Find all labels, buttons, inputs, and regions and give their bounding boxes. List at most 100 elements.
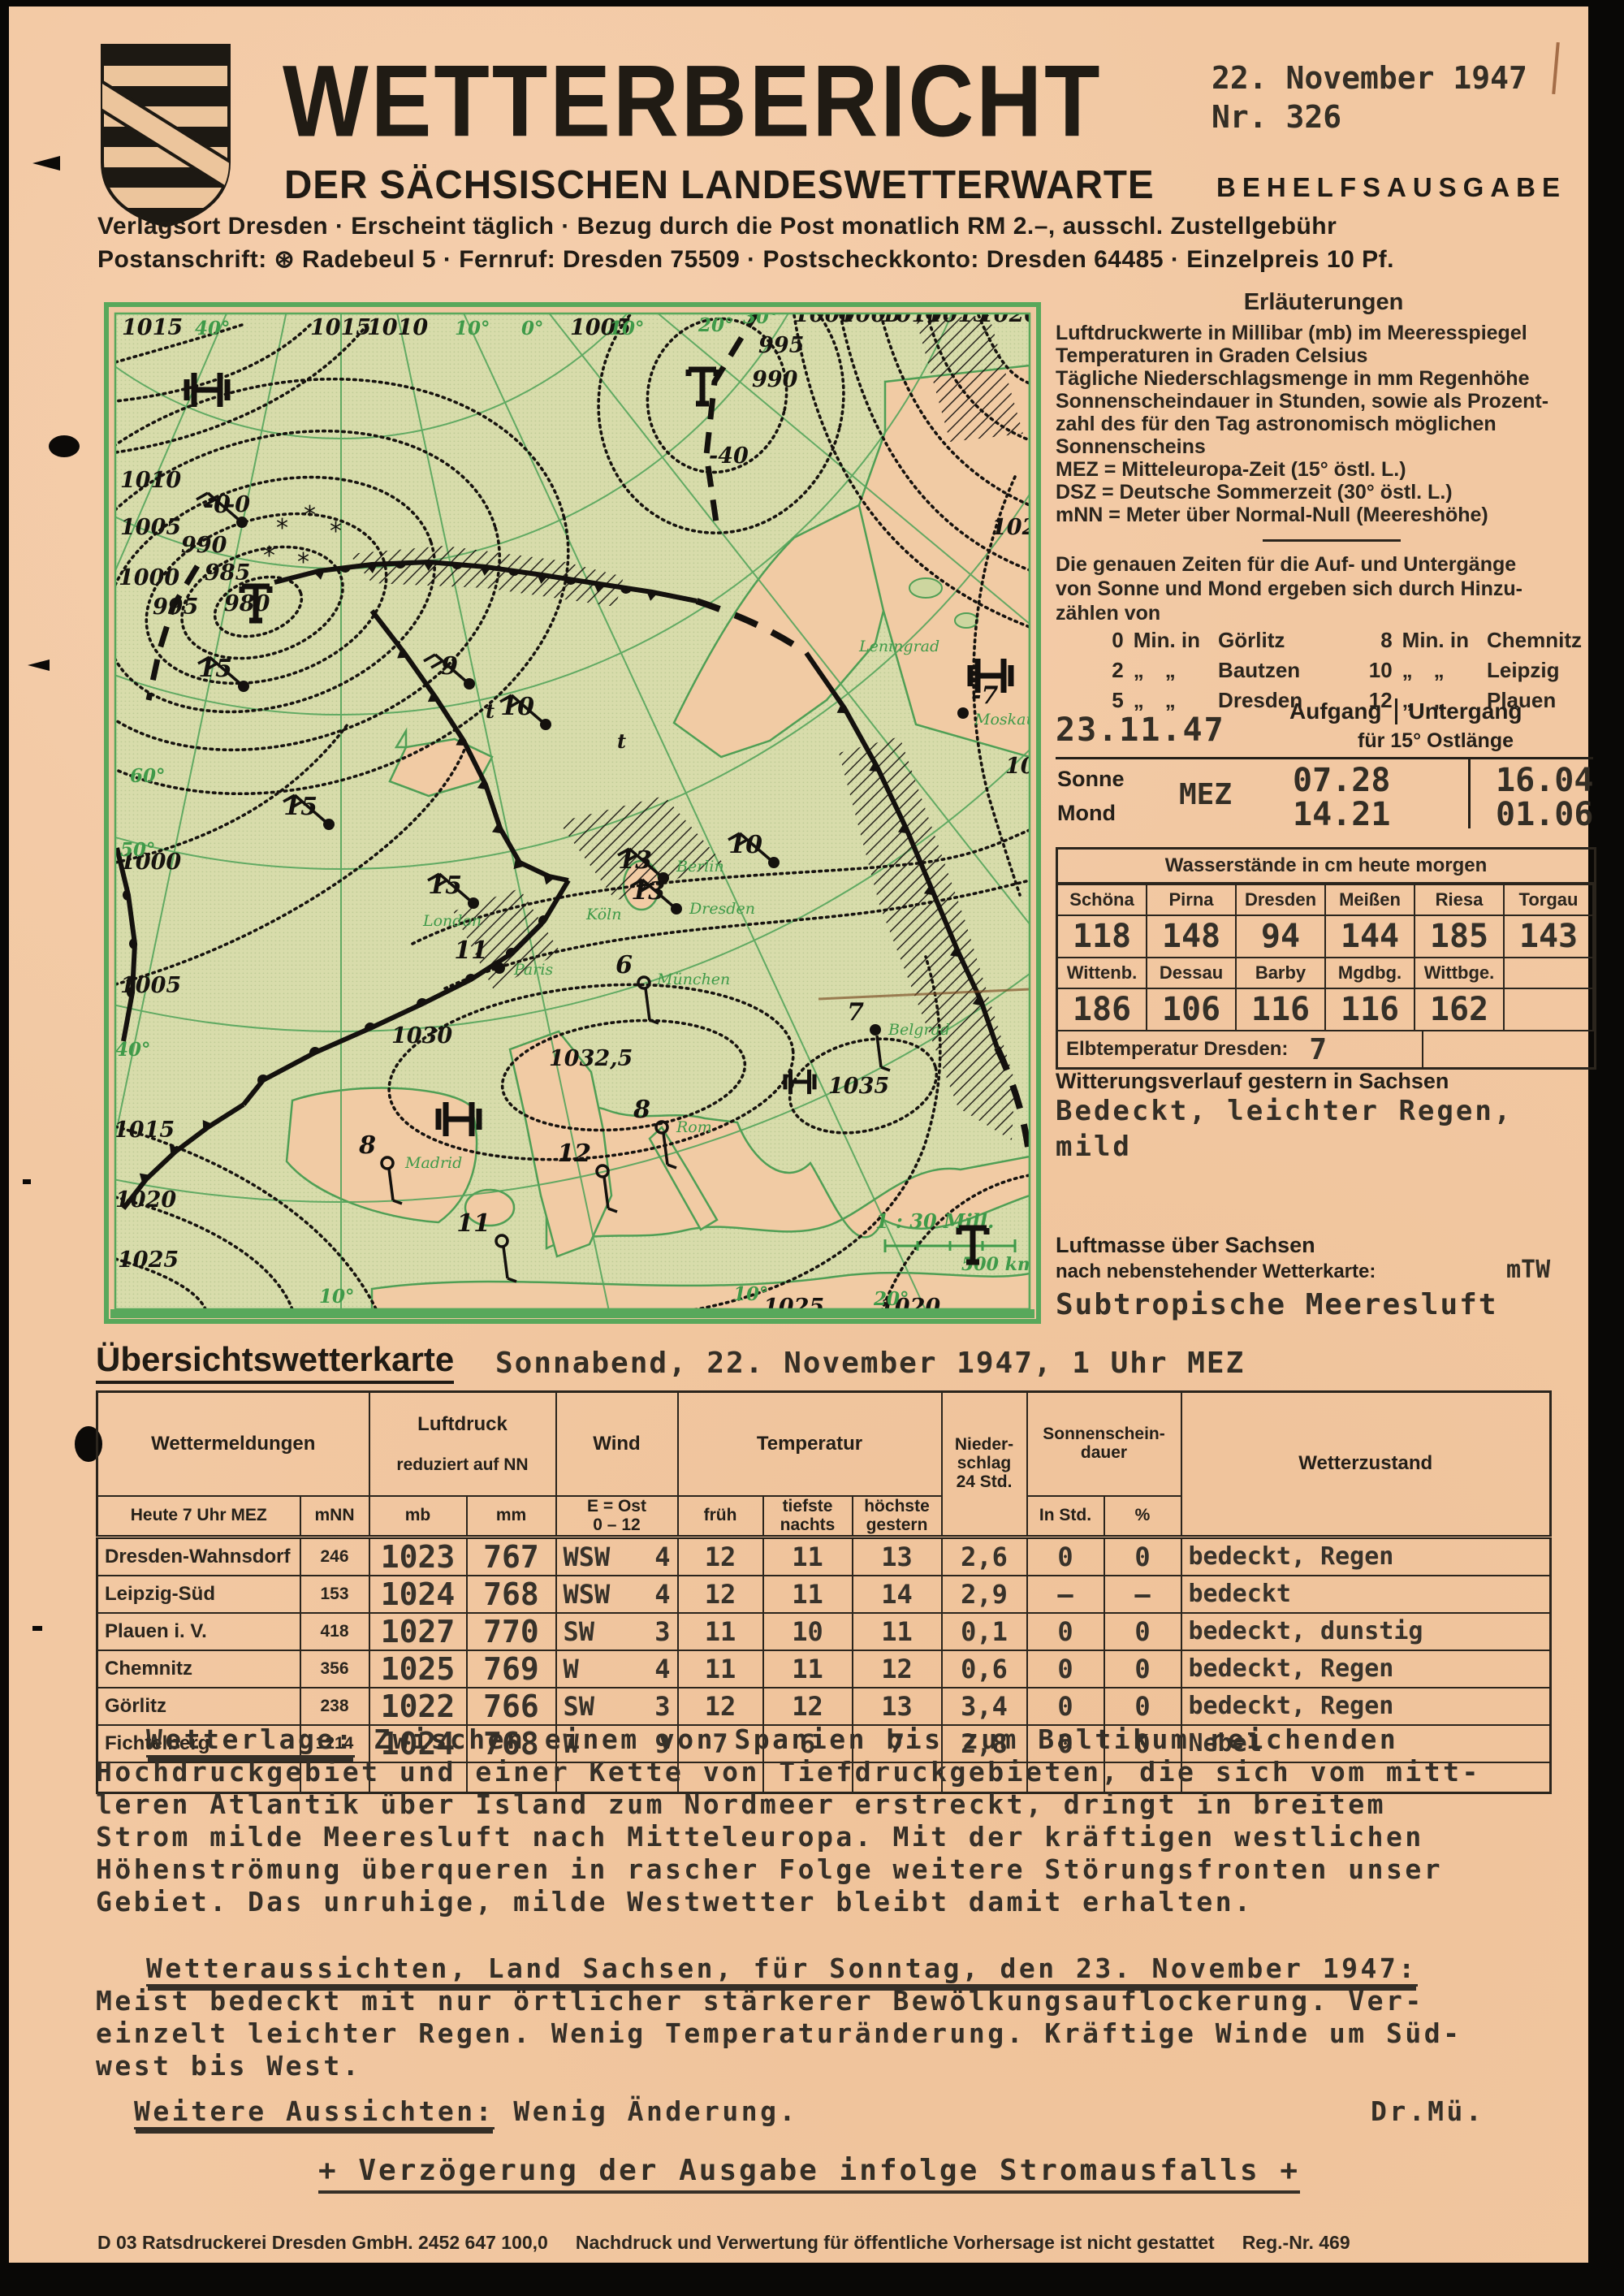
riseset-longitude: für 15° Ostlänge — [1358, 729, 1514, 752]
map-station: -0 — [196, 491, 248, 528]
cell-sonne-pct: 0 — [1103, 1536, 1182, 1576]
snow-symbols: * ** * * — [263, 501, 342, 577]
moon-row-label: Mond — [1057, 801, 1116, 825]
wetterlage-line: Wetterlage: Zwischen einem von Spanien b… — [96, 1723, 1566, 1758]
water-value: 118 — [1058, 915, 1147, 957]
offset-sep: Min. in — [1402, 628, 1469, 652]
sun-moon-note: Die genauen Zeiten für die Auf- und Unte… — [1056, 552, 1601, 625]
offset-sep: Min. in — [1133, 628, 1201, 652]
water-header: Barby — [1237, 957, 1326, 988]
elbe-cell: Elbtemperatur Dresden: 7 — [1058, 1031, 1423, 1067]
isobar-label: 1000 — [120, 850, 181, 875]
spacer-cell — [1180, 1761, 1552, 1794]
cell-mm: 768 — [465, 1723, 557, 1763]
col-wind: Wind — [555, 1390, 679, 1498]
station-temperature: 13 — [618, 846, 652, 875]
wetterlage-label: Wetterlage: — [146, 1723, 356, 1758]
table-row: Chemnitz 356 1025 769 W 4 11 11 12 0,6 0 0 bedeckt, … — [96, 1649, 1552, 1688]
wind-barb — [203, 498, 216, 508]
note-line: Die genauen Zeiten für die Auf- und Unte… — [1056, 553, 1517, 576]
cell-station: Dresden-Wahnsdorf — [96, 1536, 301, 1576]
station-temperature: 10 — [728, 831, 762, 859]
isobar-label: 1020 — [115, 1187, 176, 1213]
cell-wind: SW 3 — [555, 1611, 679, 1651]
delay-note: + Verzögerung der Ausgabe infolge Stroma… — [318, 2154, 1301, 2194]
isobar-label: 1010 — [367, 315, 428, 340]
water-header: Meißen — [1326, 884, 1415, 915]
station-dot — [658, 872, 669, 884]
wind-force: 9 — [654, 1727, 671, 1759]
water-header — [1505, 957, 1594, 988]
station-temperature: 6 — [615, 951, 633, 979]
offset-sep: „ „ — [1402, 688, 1445, 712]
station-dot — [494, 962, 505, 974]
table-row: Leipzig-Süd 153 1024 768 WSW 4 12 11 14 2,9– – bede… — [96, 1574, 1552, 1614]
cell-wetterzustand: bedeckt, Regen — [1180, 1649, 1552, 1688]
note-line: von Sonne und Mond ergeben sich durch Hi… — [1056, 577, 1522, 600]
wind-force: 4 — [654, 1541, 671, 1572]
wind-barb — [499, 694, 512, 703]
cell-wetterzustand: bedeckt, Regen — [1180, 1536, 1552, 1576]
weitere-label: Weitere Aussichten: — [134, 2095, 495, 2130]
high-pressure-symbol — [435, 1102, 482, 1136]
col-wettermeldungen: Wettermeldungen — [96, 1390, 370, 1498]
isobar-label: 995 — [153, 595, 198, 620]
witterung-line2: mild — [1056, 1131, 1132, 1163]
water-value: 94 — [1237, 915, 1326, 957]
col-mm: mm — [465, 1495, 557, 1538]
cell-mm: 766 — [465, 1686, 557, 1726]
col-sonnenschein: Sonnenschein- dauer — [1026, 1390, 1182, 1498]
map-city-label: Leningrad — [858, 638, 939, 655]
wind-barb — [434, 879, 447, 889]
station-dot — [870, 1024, 881, 1036]
cell-niederschlag: 2,8 — [940, 1723, 1028, 1763]
cell-tiefste: 11 — [762, 1649, 853, 1688]
water-value: 185 — [1415, 915, 1505, 957]
graticule-label: 60° — [130, 765, 166, 787]
station-city-label: Madrid — [404, 1154, 462, 1172]
cell-sonne-pct: 0 — [1103, 1686, 1182, 1726]
spacer-cell — [555, 1761, 679, 1794]
svg-text:*: * — [297, 548, 309, 577]
synoptic-weather-map: * ** * * 1 : 30 Mill. 500 km 1015 40° 101510… — [104, 302, 1041, 1324]
cell-mb: 1022 — [368, 1686, 468, 1726]
station-city-label: Paris — [513, 961, 553, 979]
col-hoechste: höchste gestern — [851, 1495, 943, 1538]
offset-min: 2 — [1112, 658, 1124, 682]
divider-rule — [1263, 539, 1401, 542]
wind-barb — [607, 1207, 618, 1213]
offset-min: 12 — [1368, 688, 1393, 712]
moon-rise-time: 14.21 — [1293, 796, 1391, 833]
city-minute-offsets: 0 Min. in Görlitz 8 Min. in Chemnitz 2 „ „ Bautz… — [1088, 625, 1608, 716]
cell-tiefste: 6 — [762, 1723, 853, 1763]
cell-mnn: 418 — [299, 1611, 370, 1651]
station-temperature: 15 — [283, 793, 317, 821]
cell-mb: 1027 — [368, 1611, 468, 1651]
offset-row: 2 „ „ Bautzen 10 „ „ Leipzig — [1088, 655, 1608, 685]
offset-min: 5 — [1112, 688, 1124, 712]
station-temperature: 11 — [456, 1209, 490, 1238]
wind-direction: W — [563, 1653, 579, 1684]
riseset-header: Aufgang Untergang — [1289, 698, 1522, 724]
wind-direction: SW — [563, 1690, 595, 1722]
wind-barb — [206, 491, 240, 521]
riseset-rule — [1056, 757, 1593, 759]
weather-stations-table: Wettermeldungen Luftdruck reduziert auf … — [96, 1390, 1552, 1795]
isobar-label: 1030 — [391, 1023, 452, 1049]
offset-city: Chemnitz — [1486, 628, 1582, 652]
wind-cell-inner: WSW 4 — [564, 1541, 671, 1572]
wind-barb — [283, 793, 296, 803]
water-levels-box: Wasserstände in cm heute morgen Schöna Pi… — [1056, 847, 1596, 1070]
station-dot — [671, 903, 682, 915]
isobar-label: 1005 — [120, 973, 181, 998]
scan-edge-right — [1588, 0, 1624, 2296]
map-station: 9 — [423, 652, 475, 690]
wind-barb — [875, 1035, 883, 1068]
isobar-label: 1025 — [991, 515, 1041, 540]
scan-edge-top — [0, 0, 1624, 6]
wind-barb — [728, 832, 741, 841]
isobar-label: t — [486, 699, 495, 723]
cell-hoechste: 13 — [851, 1536, 943, 1576]
wind-barb — [624, 854, 637, 863]
water-header: Dessau — [1147, 957, 1237, 988]
